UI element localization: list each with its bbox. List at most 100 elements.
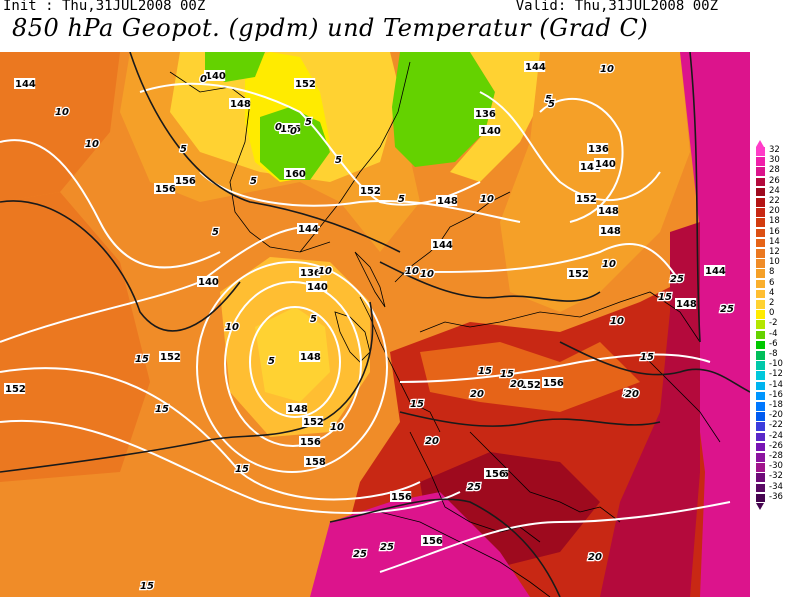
legend-value: -18 bbox=[769, 400, 783, 410]
geopotential-label: 156 bbox=[543, 378, 564, 389]
legend-swatch bbox=[756, 330, 765, 340]
chart-title: 850 hPa Geopot. (gpdm) und Temperatur (G… bbox=[12, 14, 649, 42]
legend-swatch bbox=[756, 208, 765, 217]
geopotential-label-bg bbox=[542, 377, 564, 388]
geopotential-label-bg bbox=[174, 175, 196, 186]
geopotential-label-bg bbox=[599, 225, 621, 236]
geopotential-label: 156 bbox=[485, 469, 506, 480]
temperature-label: 20 bbox=[625, 389, 639, 400]
geopotential-label: 148 bbox=[300, 352, 321, 363]
temperature-label: 20 bbox=[425, 436, 439, 447]
geopotential-label-bg bbox=[299, 436, 321, 447]
temperature-label: 10 bbox=[420, 269, 434, 280]
legend-swatch bbox=[756, 432, 765, 442]
legend-swatch bbox=[756, 442, 765, 452]
geopotential-label: 140 bbox=[480, 126, 501, 137]
legend-swatch bbox=[756, 463, 765, 472]
geopotential-label-bg bbox=[575, 193, 597, 204]
legend-swatch bbox=[756, 381, 765, 391]
legend-swatch bbox=[756, 473, 765, 482]
temperature-label: 15 bbox=[478, 366, 492, 377]
legend-value: -26 bbox=[769, 440, 783, 451]
legend-value: 18 bbox=[769, 216, 780, 227]
legend-value: 30 bbox=[769, 155, 780, 166]
geopotential-label-bg bbox=[519, 379, 541, 390]
geopotential-label-bg bbox=[579, 161, 601, 172]
geopotential-label: 140 bbox=[580, 162, 601, 173]
temperature-label: 5 bbox=[548, 99, 555, 110]
legend-value: 8 bbox=[769, 267, 775, 278]
temperature-label: 25 bbox=[380, 542, 394, 553]
temperature-label: 5 bbox=[398, 194, 405, 205]
geopotential-label: 140 bbox=[595, 159, 616, 170]
legend-arrow-top-icon bbox=[756, 140, 764, 147]
legend-value: 4 bbox=[769, 287, 775, 298]
temperature-label: 15 bbox=[235, 464, 249, 475]
legend-value: -12 bbox=[769, 369, 783, 380]
geopotential-label: 152 bbox=[160, 352, 181, 363]
legend-value: -30 bbox=[769, 461, 783, 472]
temperature-zone-africa-magenta bbox=[310, 492, 530, 597]
legend-value: -4 bbox=[769, 328, 778, 339]
legend-value: -32 bbox=[769, 471, 783, 482]
geopotential-label-bg bbox=[594, 158, 616, 169]
legend-value: -6 bbox=[769, 338, 778, 349]
legend-arrow-bottom-icon bbox=[756, 503, 764, 510]
temperature-label: 5 bbox=[212, 227, 219, 238]
legend-swatch bbox=[756, 238, 765, 248]
legend-swatch bbox=[756, 493, 765, 503]
geopotential-label-bg bbox=[294, 78, 316, 89]
legend-value: -10 bbox=[769, 359, 783, 370]
legend-swatch bbox=[756, 187, 765, 197]
geopotential-label: 152 bbox=[360, 186, 381, 197]
geopotential-label: 148 bbox=[600, 226, 621, 237]
legend-value: 28 bbox=[769, 165, 780, 176]
legend-value: -22 bbox=[769, 420, 783, 431]
temperature-label: 0 bbox=[200, 74, 207, 85]
temperature-zone-east-magenta bbox=[680, 52, 750, 597]
temperature-label: 25 bbox=[670, 274, 684, 285]
legend-swatch bbox=[756, 279, 765, 289]
legend-swatch bbox=[756, 167, 765, 176]
temperature-label: 10 bbox=[600, 64, 614, 75]
temperature-label: 10 bbox=[225, 322, 239, 333]
geopotential-label-bg bbox=[279, 123, 301, 134]
geopotential-label-bg bbox=[436, 195, 458, 206]
temperature-legend: 32 30 28 26 24 22 20 18 16 14 12 10 8 6 4 2 0 -2 -4 -6 -8 -10… bbox=[753, 140, 789, 510]
geopotential-label: 158 bbox=[305, 457, 326, 468]
temperature-zone-warm-west bbox=[0, 52, 120, 202]
temperature-zone-east-red bbox=[600, 222, 700, 597]
legend-swatch bbox=[756, 453, 765, 462]
legend-value: -14 bbox=[769, 379, 783, 390]
geopotential-label: 152 bbox=[576, 194, 597, 205]
temperature-label: 5 bbox=[335, 155, 342, 166]
geopotential-label: 144 bbox=[705, 266, 726, 277]
legend-value: 26 bbox=[769, 175, 780, 186]
geopotential-label-bg bbox=[587, 143, 609, 154]
geopotential-label: 144 bbox=[15, 79, 36, 90]
legend-swatch bbox=[756, 157, 765, 166]
geopotential-label: 140 bbox=[198, 277, 219, 288]
geopotential-label-bg bbox=[284, 168, 306, 179]
legend-value: 22 bbox=[769, 196, 780, 206]
legend-value: 16 bbox=[769, 226, 780, 237]
geopotential-label-bg bbox=[567, 268, 589, 279]
temperature-label: 25 bbox=[720, 304, 734, 315]
temperature-label: 5 bbox=[180, 144, 187, 155]
legend-swatch bbox=[756, 289, 765, 299]
geopotential-label-bg bbox=[4, 383, 26, 394]
legend-value: 0 bbox=[769, 308, 775, 319]
legend-swatch bbox=[756, 177, 765, 187]
temperature-label: 15 bbox=[140, 581, 154, 592]
legend-value: 32 bbox=[769, 145, 780, 155]
legend-swatch bbox=[756, 371, 765, 380]
legend-swatch bbox=[756, 228, 765, 238]
legend-value: -36 bbox=[769, 491, 783, 502]
legend-swatch bbox=[756, 483, 765, 493]
geopotential-label: 152 bbox=[568, 269, 589, 280]
legend-value: 20 bbox=[769, 206, 780, 217]
geopotential-label: 156 bbox=[300, 437, 321, 448]
temperature-label: 5 bbox=[250, 176, 257, 187]
legend-value: -34 bbox=[769, 481, 783, 492]
geopotential-label: 144 bbox=[298, 224, 319, 235]
